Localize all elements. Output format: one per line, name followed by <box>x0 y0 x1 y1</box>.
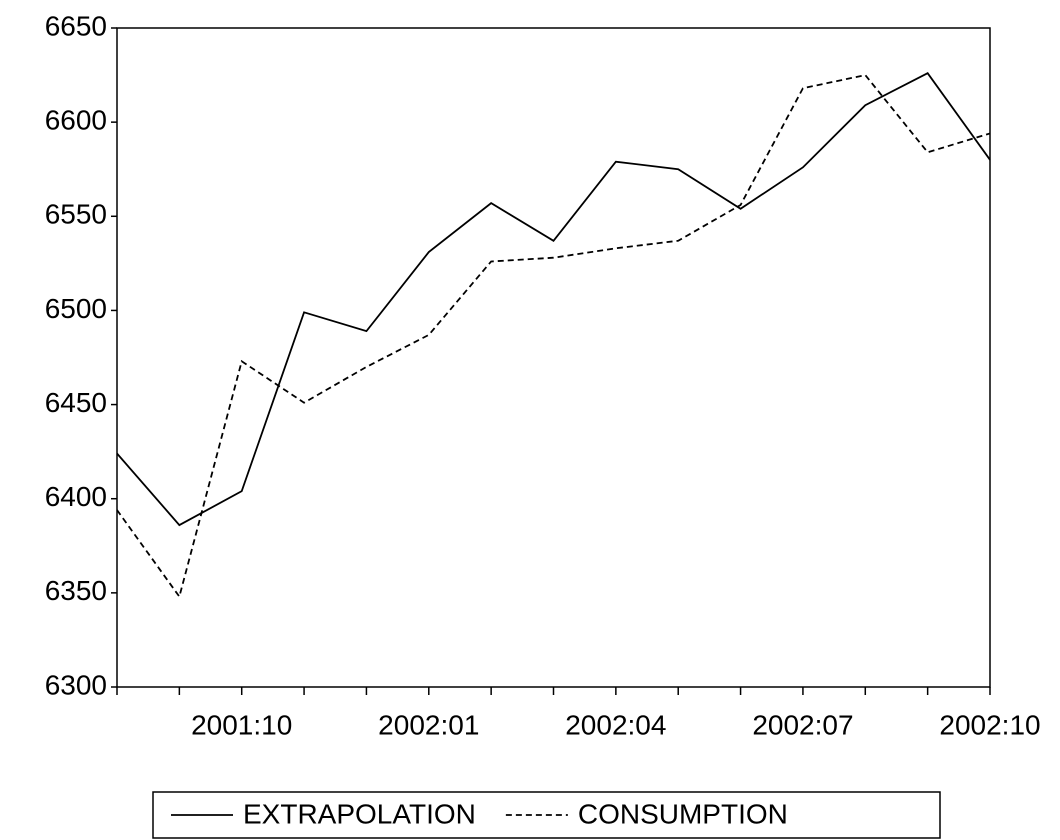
y-tick-label: 6550 <box>45 199 107 230</box>
y-tick-label: 6350 <box>45 575 107 606</box>
y-tick-label: 6400 <box>45 481 107 512</box>
y-tick-label: 6300 <box>45 669 107 700</box>
x-tick-label: 2002:10 <box>939 709 1040 740</box>
x-tick-label: 2002:04 <box>565 709 666 740</box>
x-tick-label: 2001:10 <box>191 709 292 740</box>
x-tick-label: 2002:01 <box>378 709 479 740</box>
y-tick-label: 6450 <box>45 387 107 418</box>
series-line <box>116 72 991 527</box>
y-tick-label: 6500 <box>45 293 107 324</box>
legend-label: CONSUMPTION <box>578 798 788 829</box>
y-tick-label: 6600 <box>45 105 107 136</box>
legend-box <box>152 791 941 839</box>
x-tick-label: 2002:07 <box>752 709 853 740</box>
plot-frame <box>116 27 991 688</box>
legend-label: EXTRAPOLATION <box>243 798 476 829</box>
series-line <box>116 74 991 599</box>
y-tick-label: 6650 <box>45 10 107 41</box>
